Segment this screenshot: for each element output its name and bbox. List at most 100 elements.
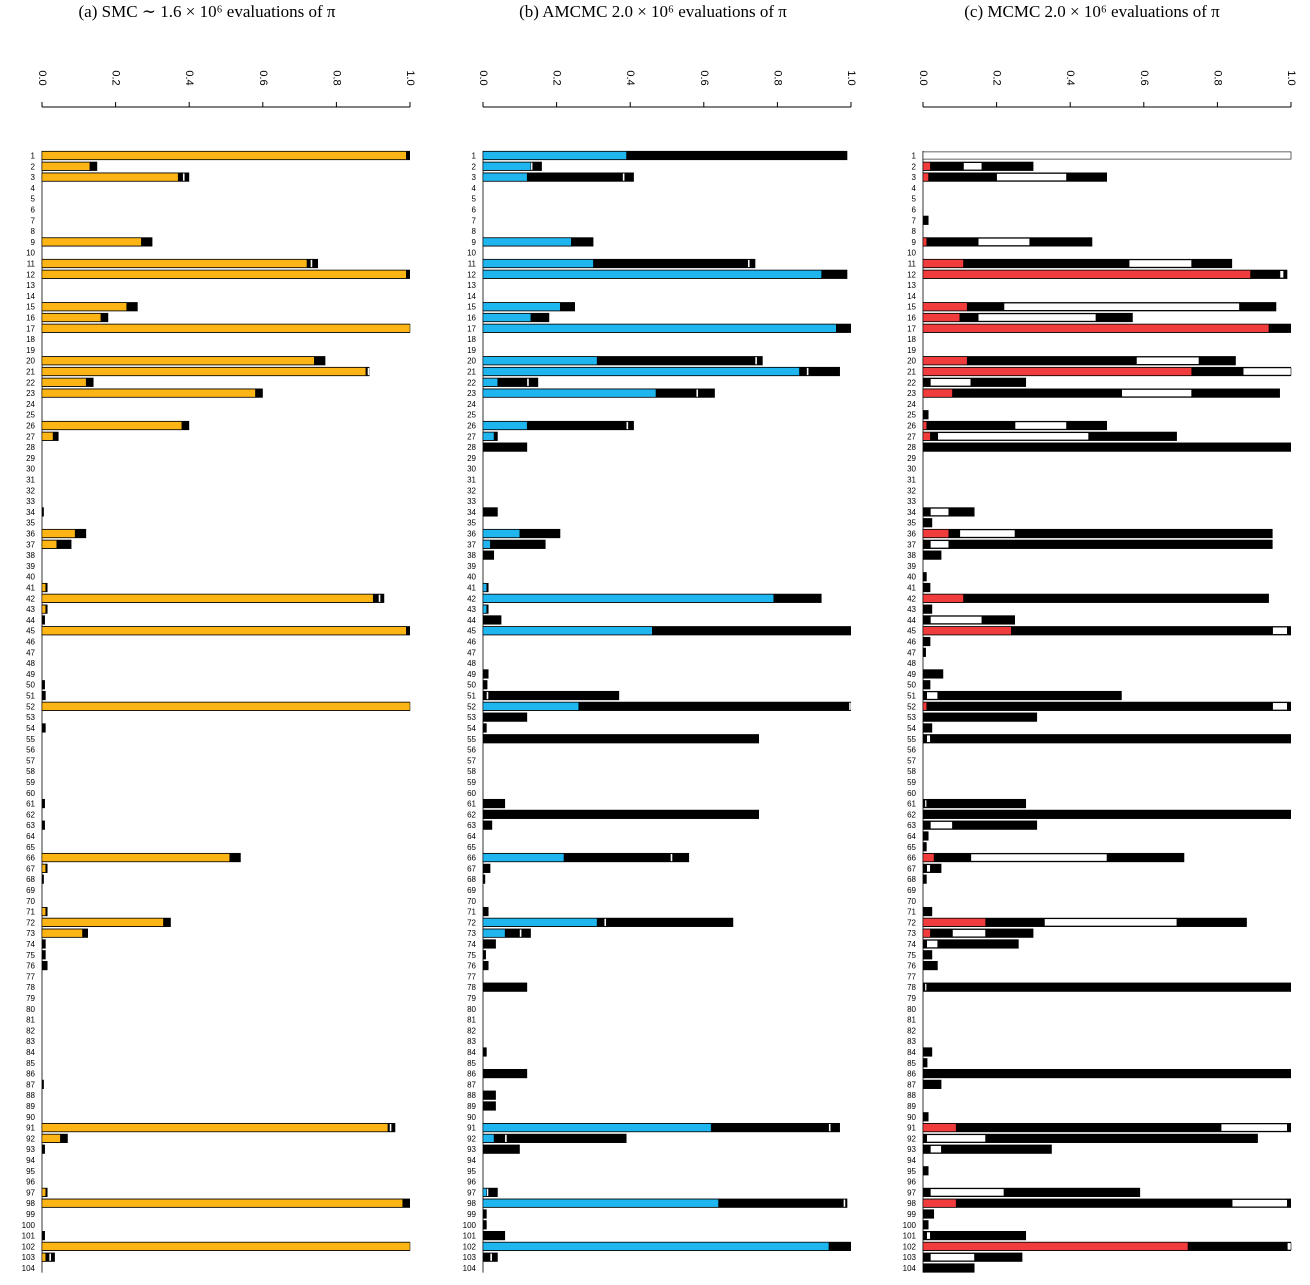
- row-label-c-6: 6: [912, 206, 917, 215]
- row-label-b-80: 80: [467, 1005, 476, 1014]
- bar-white-c-93: [930, 1145, 942, 1154]
- row-label-c-66: 66: [907, 854, 916, 863]
- tick-label-c-2: 0.4: [1064, 70, 1076, 85]
- row-label-a-45: 45: [26, 627, 35, 636]
- row-label-c-55: 55: [907, 735, 916, 744]
- bar-white-c-97: [930, 1188, 1005, 1197]
- row-label-c-46: 46: [907, 638, 916, 647]
- bar-total-c-100: [923, 1220, 929, 1230]
- row-label-c-20: 20: [907, 357, 916, 366]
- bar-total-c-54: [923, 723, 933, 733]
- bar-white-b-11: [747, 259, 750, 268]
- bar-total-c-55: [923, 734, 1291, 744]
- row-label-c-26: 26: [907, 422, 916, 431]
- row-label-b-84: 84: [467, 1048, 476, 1057]
- row-label-b-44: 44: [467, 616, 476, 625]
- bar-total-b-84: [483, 1047, 487, 1057]
- row-label-c-90: 90: [907, 1113, 916, 1122]
- row-label-b-67: 67: [467, 864, 476, 873]
- bar-total-c-35: [923, 518, 933, 528]
- bar-total-b-86: [483, 1068, 528, 1079]
- row-label-c-29: 29: [907, 454, 916, 463]
- bar-white-c-44: [930, 616, 983, 624]
- row-label-c-17: 17: [907, 324, 916, 333]
- bar-fill-a-45: [41, 626, 407, 635]
- row-label-c-38: 38: [907, 551, 916, 560]
- row-label-a-63: 63: [26, 821, 35, 830]
- row-label-b-13: 13: [467, 281, 476, 290]
- bar-fill-b-73: [482, 928, 506, 938]
- bar-fill-a-21: [41, 367, 367, 376]
- row-label-a-84: 84: [26, 1048, 35, 1057]
- bar-total-c-53: [923, 712, 1038, 722]
- row-label-a-19: 19: [26, 346, 35, 355]
- bar-total-c-74: [923, 939, 1019, 949]
- bar-white-b-22: [527, 378, 529, 386]
- row-label-a-80: 80: [26, 1005, 35, 1014]
- bar-fill-c-72: [922, 918, 986, 927]
- bar-total-c-101: [923, 1230, 1027, 1241]
- row-label-c-36: 36: [907, 530, 916, 539]
- row-label-c-45: 45: [907, 627, 916, 636]
- bar-total-c-64: [923, 831, 929, 841]
- bar-fill-c-21: [922, 367, 1192, 376]
- row-label-b-57: 57: [467, 756, 476, 765]
- row-label-c-103: 103: [903, 1253, 917, 1262]
- row-label-c-32: 32: [907, 486, 916, 495]
- row-label-c-53: 53: [907, 713, 916, 722]
- row-label-b-16: 16: [467, 314, 476, 323]
- row-label-c-76: 76: [907, 962, 916, 971]
- bar-total-c-43: [923, 604, 933, 614]
- bar-total-a-101: [42, 1230, 45, 1241]
- bar-total-c-61: [923, 798, 1027, 809]
- bar-total-a-74: [42, 939, 46, 949]
- bar-fill-c-23: [922, 388, 953, 398]
- row-label-c-91: 91: [907, 1124, 916, 1133]
- row-label-b-3: 3: [472, 173, 477, 182]
- row-label-c-74: 74: [907, 940, 916, 949]
- row-label-c-63: 63: [907, 821, 916, 830]
- row-label-b-89: 89: [467, 1102, 476, 1111]
- bar-fill-b-66: [482, 853, 565, 862]
- row-label-b-29: 29: [467, 454, 476, 463]
- bar-total-b-93: [483, 1144, 520, 1154]
- bar-white-b-26: [626, 421, 629, 430]
- bar-total-a-76: [42, 960, 48, 971]
- tick-label-b-0: 0.0: [477, 70, 489, 85]
- bar-fill-a-43: [41, 604, 46, 614]
- row-label-a-52: 52: [26, 702, 35, 711]
- bar-total-c-75: [923, 950, 933, 960]
- bar-total-c-63: [923, 820, 1038, 830]
- row-label-c-98: 98: [907, 1199, 916, 1208]
- bar-total-b-78: [483, 982, 528, 992]
- bar-fill-c-73: [922, 928, 931, 938]
- bar-fill-b-17: [482, 324, 837, 333]
- row-label-b-12: 12: [467, 270, 476, 279]
- bar-fill-c-36: [922, 529, 950, 538]
- row-label-c-89: 89: [907, 1102, 916, 1111]
- bar-fill-a-72: [41, 918, 164, 927]
- bar-total-b-74: [483, 939, 496, 949]
- row-label-b-87: 87: [467, 1080, 476, 1089]
- bar-fill-a-1: [41, 151, 407, 160]
- row-label-a-43: 43: [26, 605, 35, 614]
- row-label-a-47: 47: [26, 648, 35, 657]
- row-label-a-99: 99: [26, 1210, 35, 1219]
- row-label-a-88: 88: [26, 1091, 35, 1100]
- bar-total-c-23: [923, 388, 1280, 398]
- row-label-b-66: 66: [467, 854, 476, 863]
- bar-total-c-85: [923, 1058, 928, 1068]
- row-label-b-20: 20: [467, 357, 476, 366]
- bar-fill-a-20: [41, 356, 315, 365]
- bar-total-c-93: [923, 1144, 1052, 1154]
- row-label-b-7: 7: [472, 216, 477, 225]
- row-label-b-42: 42: [467, 594, 476, 603]
- bar-total-c-47: [923, 647, 926, 657]
- row-label-b-26: 26: [467, 422, 476, 431]
- row-label-b-18: 18: [467, 335, 476, 344]
- row-label-c-43: 43: [907, 605, 916, 614]
- bar-fill-b-42: [482, 594, 774, 603]
- bar-white-b-52: [849, 702, 851, 710]
- row-label-c-78: 78: [907, 983, 916, 992]
- row-label-a-81: 81: [26, 1016, 35, 1025]
